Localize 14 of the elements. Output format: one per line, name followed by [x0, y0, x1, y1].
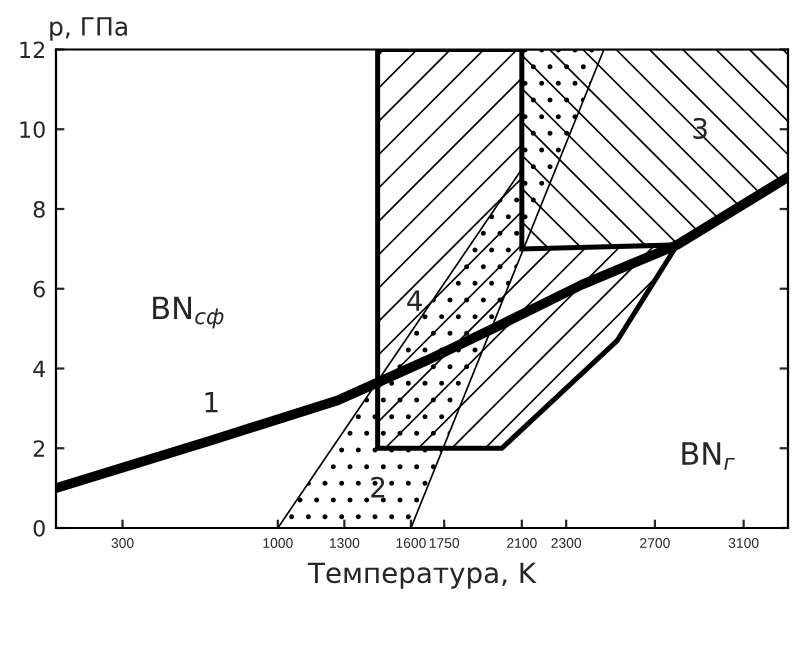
- y-axis-title: p, ГПа: [50, 17, 127, 41]
- annotation: BN$_{г}$: [682, 442, 735, 470]
- annotation: 2: [371, 476, 385, 498]
- annotation: 1: [205, 392, 218, 413]
- y-tick-label: 6: [33, 280, 45, 298]
- y-tick-label: 12: [20, 41, 45, 58]
- y-tick-label: 0: [33, 519, 45, 537]
- y-tick-label: 2: [33, 440, 45, 457]
- y-tick-label: 8: [33, 200, 45, 218]
- annotation: 4: [407, 290, 422, 311]
- y-tick-label: 10: [20, 121, 45, 139]
- annotation: BN$_{сф}$: [153, 296, 224, 329]
- x-axis-title: Температура, K: [307, 562, 537, 589]
- y-tick-label: 4: [33, 360, 46, 377]
